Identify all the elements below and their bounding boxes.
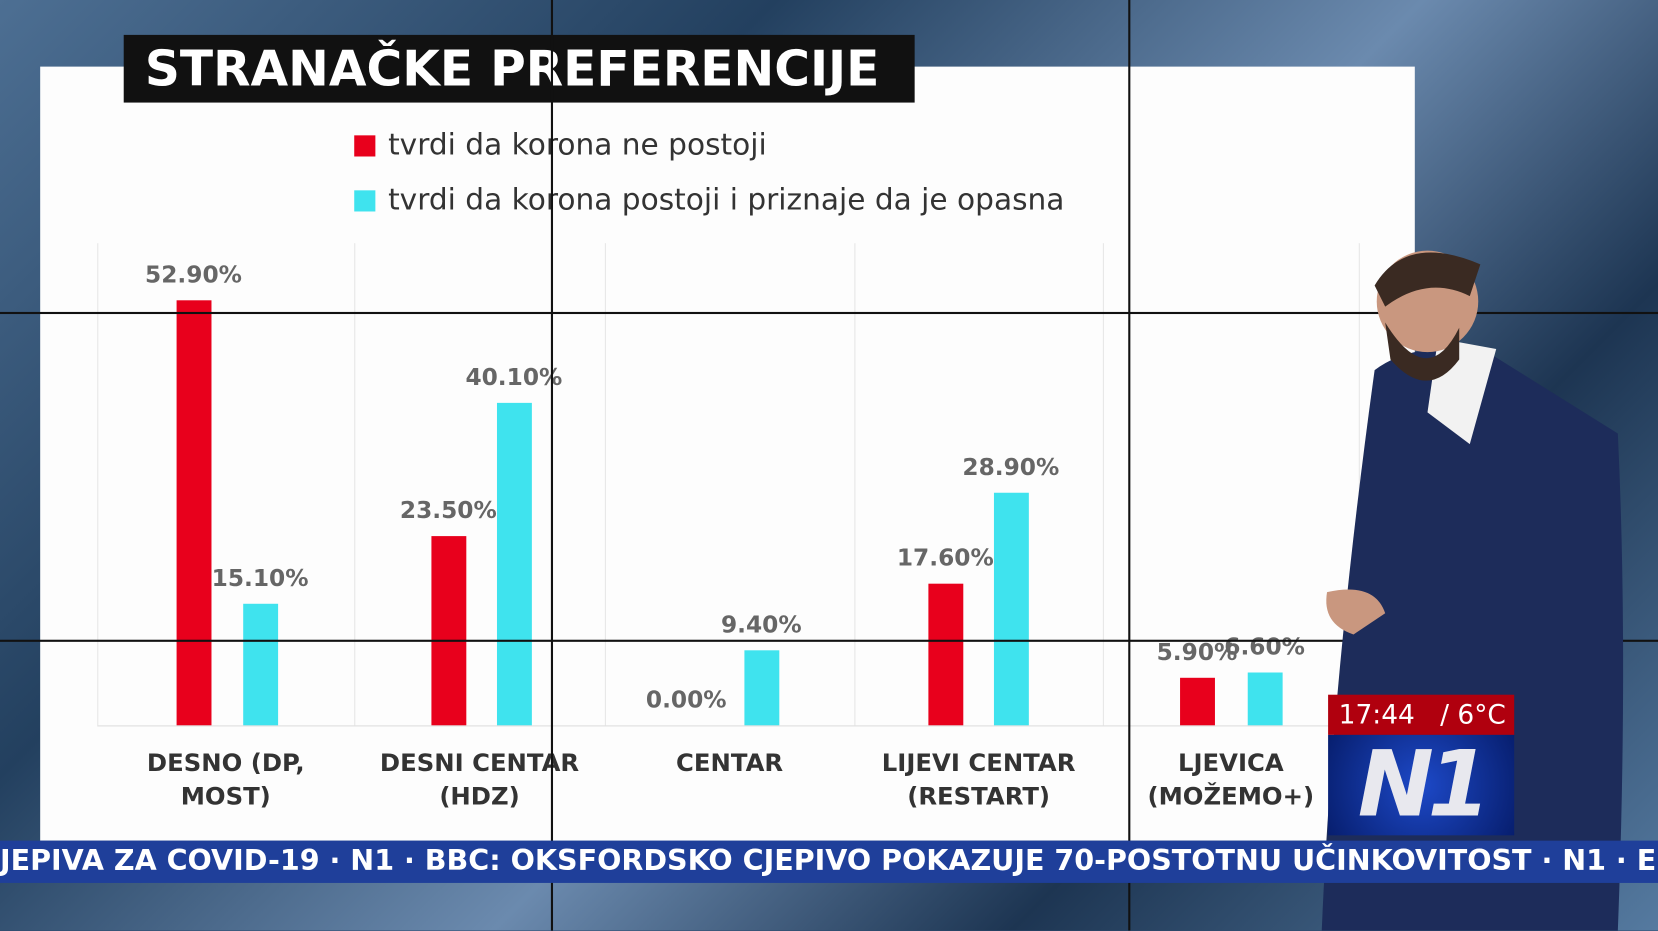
data-label: 23.50% bbox=[399, 498, 497, 525]
category-gridline bbox=[97, 243, 99, 726]
screen-seam bbox=[0, 311, 1658, 315]
data-label: 17.60% bbox=[896, 545, 994, 573]
bar-red bbox=[431, 536, 467, 726]
legend-item-red: tvrdi da korona ne postoji bbox=[354, 126, 767, 162]
category-label: CENTAR bbox=[676, 749, 784, 778]
category-gridline bbox=[854, 243, 856, 726]
bar-red bbox=[176, 300, 212, 726]
screen-seam bbox=[0, 639, 1658, 642]
bar-red bbox=[928, 583, 964, 726]
legend-swatch-cyan bbox=[354, 190, 376, 212]
data-label: 28.90% bbox=[962, 455, 1060, 482]
data-label: 9.40% bbox=[720, 611, 802, 639]
screen-seam bbox=[1128, 0, 1131, 931]
data-label: 40.10% bbox=[465, 365, 563, 392]
legend-swatch-red bbox=[354, 135, 376, 157]
category-label: LIJEVI CENTAR (RESTART) bbox=[881, 749, 1076, 812]
data-label: 15.10% bbox=[211, 565, 309, 593]
data-label: 0.00% bbox=[645, 687, 727, 714]
data-label: 5.90% bbox=[1156, 639, 1238, 667]
bar-cyan bbox=[243, 604, 279, 726]
category-gridline bbox=[1358, 243, 1360, 726]
bar-cyan bbox=[496, 403, 532, 726]
channel-bug: 17:44 / 6°C N1 bbox=[1328, 694, 1515, 836]
news-ticker: JEPIVA ZA COVID-19 · N1 · BBC: OKSFORDSK… bbox=[0, 840, 1658, 883]
category-gridline bbox=[604, 243, 606, 726]
bar-cyan bbox=[1247, 672, 1283, 726]
bar-cyan bbox=[993, 493, 1029, 726]
category-label: DESNI CENTAR (HDZ) bbox=[379, 749, 580, 812]
category-gridline bbox=[354, 243, 356, 726]
time: 17:44 bbox=[1338, 698, 1415, 730]
data-label: 52.90% bbox=[145, 262, 242, 289]
category-label: DESNO (DP, MOST) bbox=[146, 749, 305, 812]
bar-cyan bbox=[744, 649, 780, 726]
legend-item-cyan: tvrdi da korona postoji i priznaje da je… bbox=[354, 182, 1064, 217]
data-label: 6.60% bbox=[1224, 634, 1305, 661]
bar-red bbox=[1180, 677, 1215, 726]
ticker-text: JEPIVA ZA COVID-19 · N1 · BBC: OKSFORDSK… bbox=[0, 844, 1657, 878]
chart-title: STRANAČKE PREFERENCIJE bbox=[123, 34, 915, 103]
legend-label: tvrdi da korona ne postoji bbox=[388, 126, 767, 162]
category-gridline bbox=[1102, 243, 1104, 726]
n1-logo: N1 bbox=[1328, 734, 1515, 836]
temperature: / 6°C bbox=[1440, 698, 1506, 730]
legend-label: tvrdi da korona postoji i priznaje da je… bbox=[388, 181, 1065, 217]
screen-seam bbox=[550, 0, 554, 931]
category-label: LJEVICA (MOŽEMO+) bbox=[1147, 749, 1315, 812]
x-axis bbox=[97, 725, 1359, 727]
clock-weather: 17:44 / 6°C bbox=[1328, 694, 1515, 735]
